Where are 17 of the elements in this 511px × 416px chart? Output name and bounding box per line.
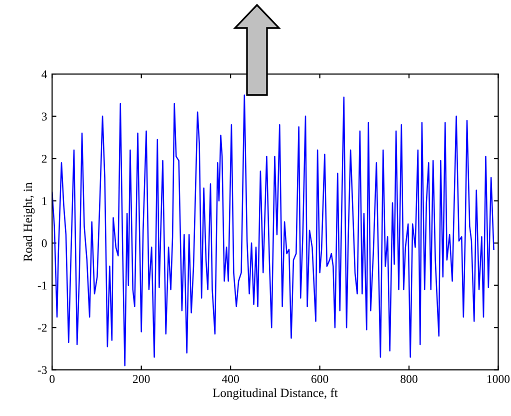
y-tick-label: -2 (38, 324, 47, 332)
x-tick-label: 1000 (487, 375, 510, 383)
x-tick-label: 600 (311, 375, 328, 383)
y-tick-label: 2 (42, 154, 47, 163)
y-tick-label: 3 (42, 112, 47, 121)
x-tick-label: 400 (222, 375, 239, 383)
line-series (52, 94, 494, 366)
x-tick-label: 200 (133, 375, 150, 383)
y-axis-title: Road Height, in (23, 182, 35, 262)
x-axis-title: Longitudinal Distance, ft (212, 388, 338, 400)
y-tick-label: -1 (38, 282, 47, 290)
x-tick-label: 800 (400, 375, 418, 383)
y-tick-label: -3 (38, 366, 47, 374)
y-tick-label: 0 (42, 239, 47, 248)
x-tick-label: 0 (50, 375, 55, 383)
y-tick-label: 4 (42, 70, 48, 78)
y-tick-label: 1 (42, 197, 47, 205)
